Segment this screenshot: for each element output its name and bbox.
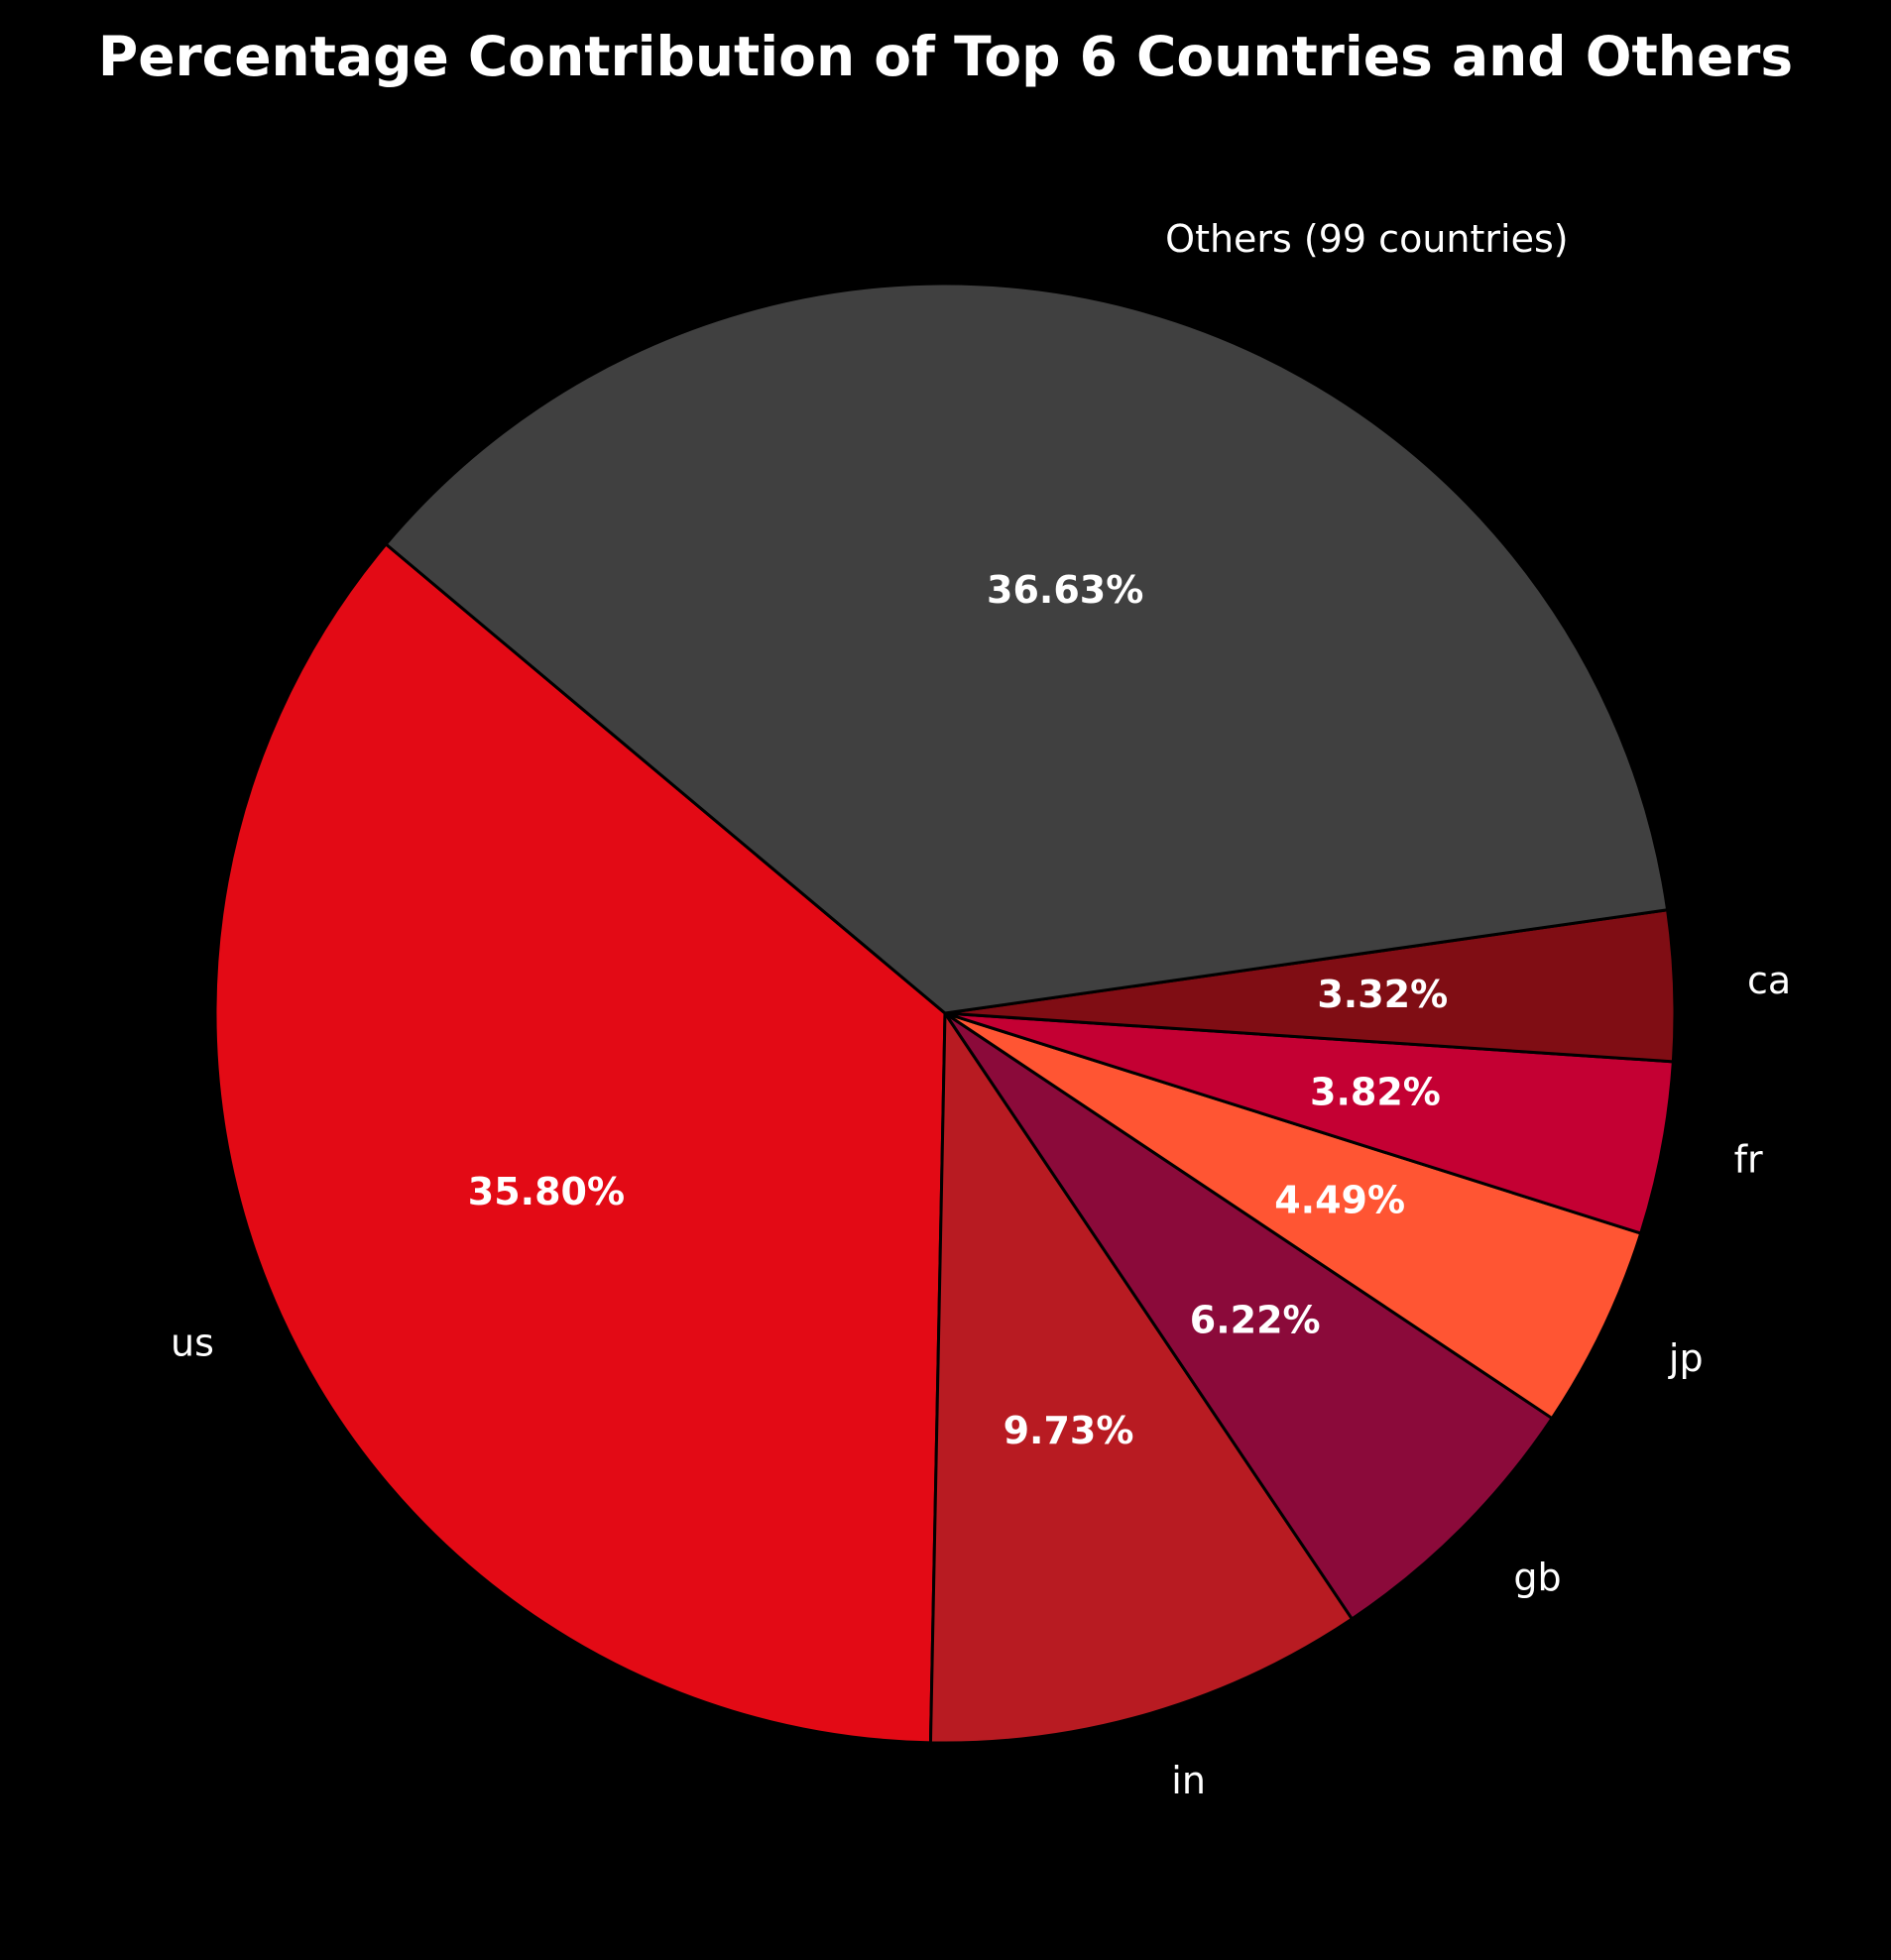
slice-label: in bbox=[1171, 1759, 1206, 1802]
slice-percent-label: 36.63% bbox=[987, 568, 1143, 612]
slice-label: jp bbox=[1668, 1336, 1704, 1380]
pie-slice-others bbox=[384, 282, 1670, 1015]
chart-title: Percentage Contribution of Top 6 Countri… bbox=[97, 25, 1794, 88]
slice-label: gb bbox=[1513, 1556, 1561, 1599]
slice-percent-label: 35.80% bbox=[468, 1170, 625, 1213]
pie-slice-us bbox=[213, 542, 947, 1745]
slice-percent-label: 6.22% bbox=[1190, 1298, 1321, 1341]
slice-percent-label: 3.82% bbox=[1310, 1070, 1441, 1113]
pie-labels: us 35.80% in 9.73% gb 6.22% jp 4.49% fr 3.82% ca 3.… bbox=[171, 217, 1791, 1802]
slice-label: us bbox=[171, 1321, 214, 1364]
slice-label: Others (99 countries) bbox=[1165, 217, 1568, 261]
slice-percent-label: 4.49% bbox=[1274, 1179, 1405, 1222]
pie-slice-in bbox=[928, 1011, 1354, 1745]
pie-slices bbox=[213, 282, 1677, 1745]
pie-slice-gb bbox=[943, 1011, 1554, 1621]
slice-label: fr bbox=[1734, 1138, 1763, 1182]
pie-slice-jp bbox=[943, 1011, 1643, 1421]
slice-percent-label: 9.73% bbox=[1004, 1409, 1134, 1452]
slice-label: ca bbox=[1747, 959, 1791, 1002]
slice-percent-label: 3.32% bbox=[1317, 973, 1448, 1016]
